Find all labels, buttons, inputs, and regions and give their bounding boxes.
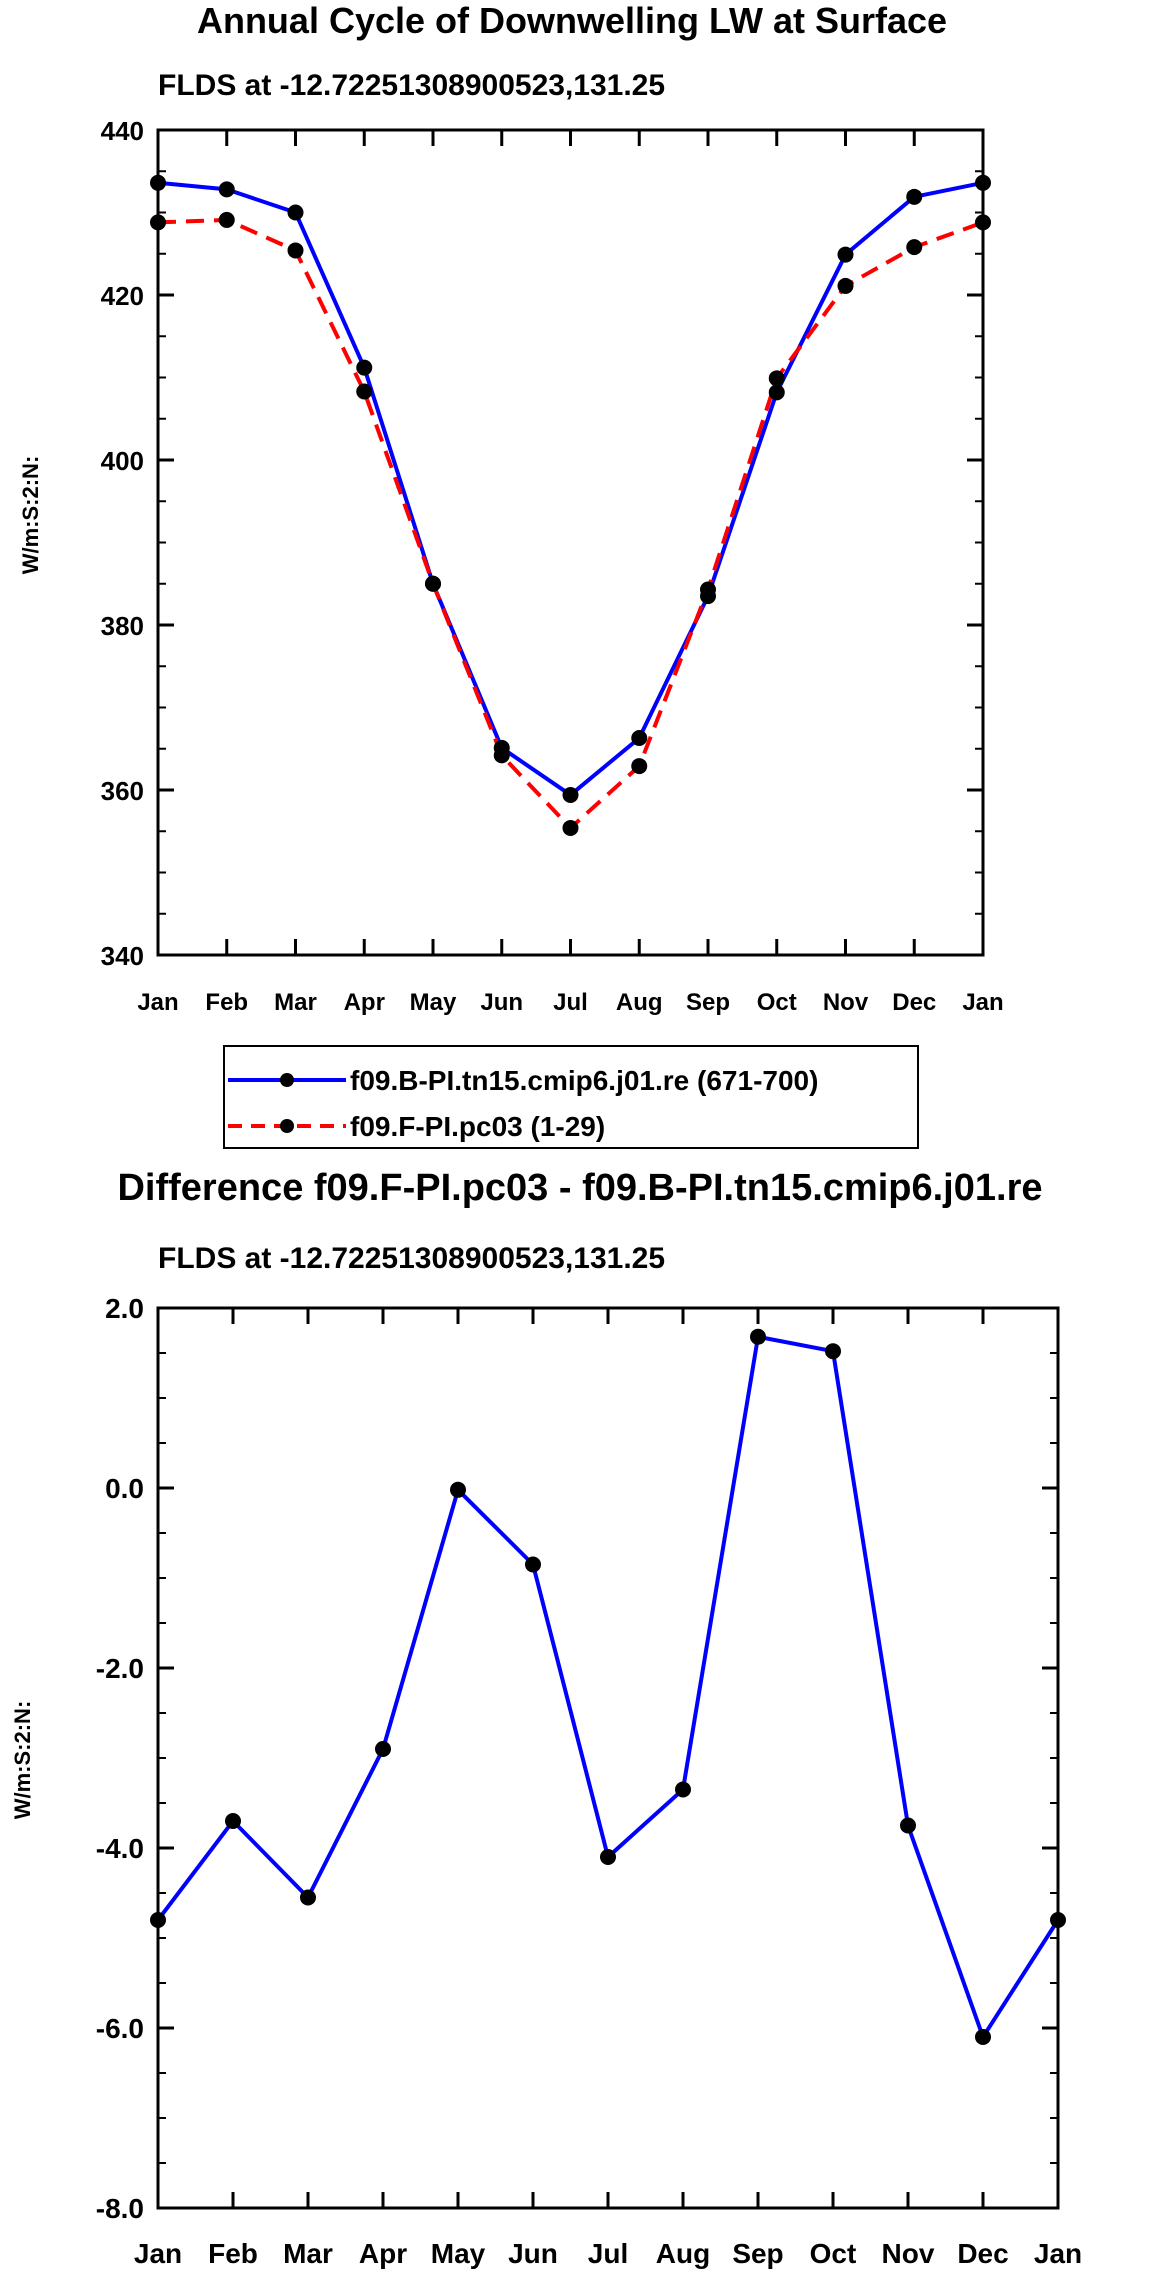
legend-label-series2: f09.F-PI.pc03 (1-29) [350,1111,605,1142]
ytick-label: 0.0 [105,1473,144,1504]
xtick-label: Sep [732,2238,783,2269]
ytick-label: 420 [101,281,144,311]
series-1-point [218,181,235,198]
chart1-ylabel: W/m:S:2:N: [18,456,43,575]
series-1-point [837,246,854,263]
xtick-label: Dec [892,989,936,1016]
chart-difference: Difference f09.F-PI.pc03 - f09.B-PI.tn15… [10,1167,1082,2269]
xtick-label: Jul [588,2238,628,2269]
xtick-label: Jun [480,989,523,1016]
xtick-label: May [410,989,457,1016]
series-2-point [287,242,304,259]
series-1-point [900,1817,916,1834]
ytick-label: -6.0 [96,2013,144,2044]
series-2-point [493,747,510,764]
series-1-point [450,1481,466,1498]
ytick-label: 360 [101,776,144,806]
series-1-point [1050,1912,1066,1928]
xtick-label: Sep [686,989,730,1016]
legend-label-series1: f09.B-PI.tn15.cmip6.j01.re (671-700) [350,1065,818,1096]
xtick-label: Jul [553,989,588,1016]
series-1-point [150,1912,166,1928]
xtick-label: Jan [962,989,1003,1016]
chart1-title: Annual Cycle of Downwelling LW at Surfac… [197,0,947,41]
xtick-label: Aug [656,2238,710,2269]
series-1-point [975,174,991,191]
xtick-label: Nov [882,2238,935,2269]
series-1-point [375,1741,391,1757]
series-2-point [837,277,854,294]
series-2-point [150,214,166,231]
xtick-label: Jan [137,989,178,1016]
series-1-point [906,188,923,205]
series-1-point [975,2029,991,2045]
chart2-ylabel: W/m:S:2:N: [10,1701,35,1820]
series-2-point [356,383,373,400]
xtick-label: May [431,2238,486,2269]
chart-annual-cycle: Annual Cycle of Downwelling LW at Surfac… [18,0,1004,1149]
ytick-label: -4.0 [96,1833,144,1864]
chart2-title: Difference f09.F-PI.pc03 - f09.B-PI.tn15… [117,1167,1042,1209]
xtick-label: Mar [274,989,317,1016]
series-1-point [287,204,304,221]
legend-box [223,1045,919,1149]
xtick-label: Feb [208,2238,258,2269]
series-1-point [750,1328,766,1345]
series-1-point [825,1343,841,1360]
ytick-label: -8.0 [96,2193,144,2224]
xtick-label: Feb [205,989,248,1016]
chart1-legend: f09.B-PI.tn15.cmip6.j01.re (671-700) f09… [223,1045,919,1149]
chart2-subtitle: FLDS at -12.72251308900523,131.25 [158,1242,665,1275]
series-1-point [562,786,579,803]
series-1-point [631,730,648,747]
series-1-point [300,1889,316,1906]
series-line-1 [156,1334,1060,2042]
series-2-point [975,214,991,231]
series-1-point [150,174,166,191]
series-1-point [600,1849,616,1865]
xtick-label: Mar [283,2238,333,2269]
series-2-point [562,819,579,836]
chart2-plot-frame [156,1306,1060,2210]
series-1-point [356,359,373,376]
series-1-point [675,1781,691,1798]
series-2-point [218,211,235,228]
xtick-label: Oct [810,2238,857,2269]
series-2-point [768,370,785,387]
series-1-point [768,384,785,401]
xtick-label: Dec [957,2238,1008,2269]
ytick-label: 400 [101,446,144,476]
series-2-point [906,239,923,256]
xtick-label: Aug [616,989,663,1016]
ytick-label: 380 [101,611,144,641]
legend-marker-series2 [280,1119,294,1133]
xtick-label: Jun [508,2238,558,2269]
xtick-label: Nov [823,989,869,1016]
xtick-label: Jan [1034,2238,1082,2269]
xtick-label: Jan [134,2238,182,2269]
xtick-label: Apr [344,989,385,1016]
ytick-label: -2.0 [96,1653,144,1684]
xtick-label: Oct [757,989,797,1016]
legend-marker-series1 [280,1073,294,1087]
chart1-subtitle: FLDS at -12.72251308900523,131.25 [158,69,665,102]
ytick-label: 340 [101,941,144,971]
series-2-point [425,575,441,592]
series-2-point [631,758,648,775]
series-1-point [225,1813,241,1829]
series-1-point [525,1556,541,1573]
ytick-label: 2.0 [105,1293,144,1324]
series-line-2 [157,217,984,831]
series-2-point [700,581,716,598]
ytick-label: 440 [101,116,144,146]
xtick-label: Apr [359,2238,407,2269]
series-line-1 [157,180,984,798]
